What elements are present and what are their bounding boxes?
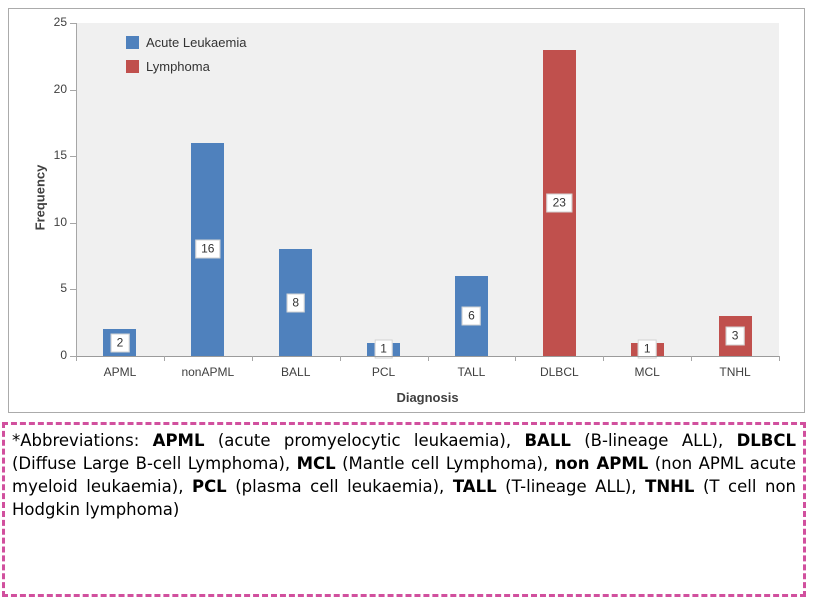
legend: Acute Leukaemia Lymphoma xyxy=(126,35,246,74)
legend-swatch-icon xyxy=(126,60,139,73)
x-category-label: APML xyxy=(103,365,137,379)
legend-label: Lymphoma xyxy=(146,59,210,74)
x-category-label: TNHL xyxy=(719,365,751,379)
bar-value-label: 16 xyxy=(195,239,221,259)
bar-value-label: 6 xyxy=(462,306,481,326)
y-tick-mark xyxy=(70,23,76,24)
abbreviation-term: TNHL xyxy=(645,477,695,496)
x-tick-mark xyxy=(603,356,605,361)
abbreviation-term: APML xyxy=(152,431,205,450)
footnote-segment: (T cell non Hodgkin lymphoma) xyxy=(12,477,796,519)
abbreviation-term: DLBCL xyxy=(736,431,796,450)
x-category-label: TALL xyxy=(457,365,486,379)
legend-swatch-icon xyxy=(126,36,139,49)
plot-area: 2 16 8 1 6 23 1 3 xyxy=(76,23,779,359)
footnote-segment: (non APML acute myeloid leukaemia), xyxy=(12,454,796,496)
x-tick-mark xyxy=(163,356,165,361)
y-axis-line xyxy=(76,23,77,357)
legend-item: Lymphoma xyxy=(126,59,246,74)
y-tick-mark xyxy=(70,222,76,224)
x-category-label: PCL xyxy=(371,365,396,379)
footnote-segment: (plasma cell leukaemia), xyxy=(226,477,453,496)
footnote-box: *Abbreviations: APML (acute promyelocyti… xyxy=(2,422,806,597)
abbreviation-term: MCL xyxy=(296,454,336,473)
x-category-label: BALL xyxy=(281,365,311,379)
footnote-segment: (Diffuse Large B-cell Lymphoma), xyxy=(12,454,297,473)
bar-chart: 2 16 8 1 6 23 1 3 Frequency Diagnosis Acute Leu… xyxy=(8,8,805,413)
footnote-segment: *Abbreviations: xyxy=(12,431,153,450)
footnote-segment: (T-lineage ALL), xyxy=(496,477,646,496)
x-category-label: nonAPML xyxy=(181,365,235,379)
y-tick-label: 10 xyxy=(53,214,67,229)
bar-value-label: 1 xyxy=(637,339,657,359)
y-tick-label: 15 xyxy=(53,148,67,163)
x-tick-mark xyxy=(515,356,517,361)
y-tick-label: 0 xyxy=(60,348,67,362)
x-tick-mark xyxy=(76,356,77,361)
x-tick-mark xyxy=(339,356,341,361)
legend-label: Acute Leukaemia xyxy=(146,35,247,50)
bar-value-label: 2 xyxy=(110,333,130,353)
abbreviation-term: BALL xyxy=(524,431,571,450)
y-tick-mark xyxy=(70,89,76,91)
abbreviation-term: PCL xyxy=(191,477,227,496)
x-category-label: DLBCL xyxy=(539,365,579,379)
y-tick-label: 20 xyxy=(53,81,67,96)
footnote-segment: (Mantle cell Lymphoma), xyxy=(335,454,555,473)
bar-value-label: 23 xyxy=(546,193,572,213)
x-tick-mark xyxy=(251,356,253,361)
y-tick-mark xyxy=(70,156,76,158)
abbreviation-term: non APML xyxy=(554,454,649,473)
x-tick-mark xyxy=(779,356,780,361)
footnote-segment: (acute promyelocytic leukaemia), xyxy=(204,431,525,450)
y-tick-mark xyxy=(70,356,76,357)
y-tick-label: 25 xyxy=(53,15,67,29)
y-tick-label: 5 xyxy=(60,281,67,296)
bar-value-label: 8 xyxy=(286,293,306,313)
x-axis-title: Diagnosis xyxy=(396,390,459,405)
x-tick-mark xyxy=(427,356,429,361)
x-tick-mark xyxy=(691,356,693,361)
x-category-label: MCL xyxy=(634,365,660,379)
y-tick-mark xyxy=(70,289,76,291)
abbreviation-term: TALL xyxy=(452,477,497,496)
bar-value-label: 3 xyxy=(725,326,745,346)
footnote-segment: (B-lineage ALL), xyxy=(570,431,737,450)
legend-item: Acute Leukaemia xyxy=(126,35,246,50)
footnote-text: *Abbreviations: APML (acute promyelocyti… xyxy=(12,429,796,521)
bar-value-label: 1 xyxy=(374,339,393,359)
